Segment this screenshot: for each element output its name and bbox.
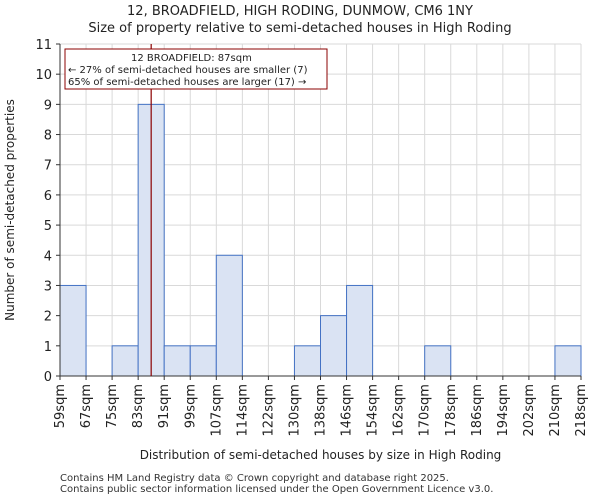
histogram-bar: [189, 345, 217, 377]
x-tick-labels: 59sqm 67sqm 75sqm 83sqm 91sqm 99sqm 107sqm 114s…: [53, 376, 589, 437]
x-tick-label: 178sqm: [444, 384, 459, 437]
x-tick-label: 75sqm: [105, 384, 120, 428]
histogram-bar: [424, 345, 452, 377]
x-tick-label: 138sqm: [314, 384, 329, 437]
histogram-bar: [346, 284, 374, 377]
annotation-line-2: ← 27% of semi-detached houses are smalle…: [68, 65, 308, 76]
x-tick-label: 154sqm: [366, 384, 381, 437]
y-tick-label: 3: [44, 279, 52, 294]
histogram-bar: [111, 345, 139, 377]
y-tick-label: 6: [44, 189, 52, 204]
footer-line-2: Contains public sector information licen…: [60, 484, 494, 495]
x-tick-label: 59sqm: [53, 384, 68, 428]
y-tick-label: 9: [44, 98, 52, 113]
annotation-line-3: 65% of semi-detached houses are larger (…: [68, 77, 306, 88]
x-axis-label: Distribution of semi-detached houses by …: [140, 448, 502, 462]
x-tick-label: 67sqm: [79, 384, 94, 428]
y-tick-label: 4: [44, 249, 52, 264]
y-tick-label: 8: [44, 129, 52, 144]
x-tick-label: 107sqm: [209, 384, 224, 437]
footer-line-1: Contains HM Land Registry data © Crown c…: [60, 473, 449, 484]
x-tick-label: 91sqm: [157, 384, 172, 428]
histogram-bar: [320, 315, 348, 377]
property-marker: 12 BROADFIELD: 87sqm← 27% of semi-detach…: [64, 44, 328, 376]
x-tick-label: 202sqm: [522, 384, 537, 437]
x-tick-label: 210sqm: [548, 384, 563, 437]
histogram-bar: [59, 284, 87, 377]
histogram-bar: [163, 345, 191, 377]
x-tick-label: 99sqm: [183, 384, 198, 428]
chart-subtitle: Size of property relative to semi-detach…: [88, 21, 512, 36]
y-tick-label: 2: [44, 310, 52, 325]
x-tick-label: 170sqm: [418, 384, 433, 437]
x-tick-label: 218sqm: [574, 384, 589, 437]
y-axis-label: Number of semi-detached properties: [3, 99, 17, 321]
annotation-line-1: 12 BROADFIELD: 87sqm: [131, 53, 252, 64]
y-tick-label: 1: [44, 340, 52, 355]
histogram-bar: [554, 345, 582, 377]
chart-title: 12, BROADFIELD, HIGH RODING, DUNMOW, CM6…: [127, 4, 473, 19]
y-tick-label: 0: [44, 370, 52, 385]
annotation-box: [64, 48, 328, 90]
y-tick-label: 10: [35, 68, 52, 83]
histogram-bar: [293, 345, 322, 377]
x-tick-label: 146sqm: [340, 384, 355, 437]
y-tick-label: 5: [44, 219, 52, 234]
y-tick-label: 11: [35, 38, 52, 53]
y-tick-label: 7: [44, 159, 52, 174]
x-tick-label: 114sqm: [235, 384, 250, 437]
x-tick-label: 130sqm: [287, 384, 302, 437]
histogram-bar: [215, 254, 243, 377]
x-tick-label: 122sqm: [261, 384, 276, 437]
x-tick-label: 83sqm: [131, 384, 146, 428]
x-tick-label: 162sqm: [392, 384, 407, 437]
x-tick-label: 186sqm: [470, 384, 485, 437]
x-tick-label: 194sqm: [496, 384, 511, 437]
y-tick-labels: 0 1 2 3 4 5 6 7 8 9 10 11: [35, 38, 60, 385]
